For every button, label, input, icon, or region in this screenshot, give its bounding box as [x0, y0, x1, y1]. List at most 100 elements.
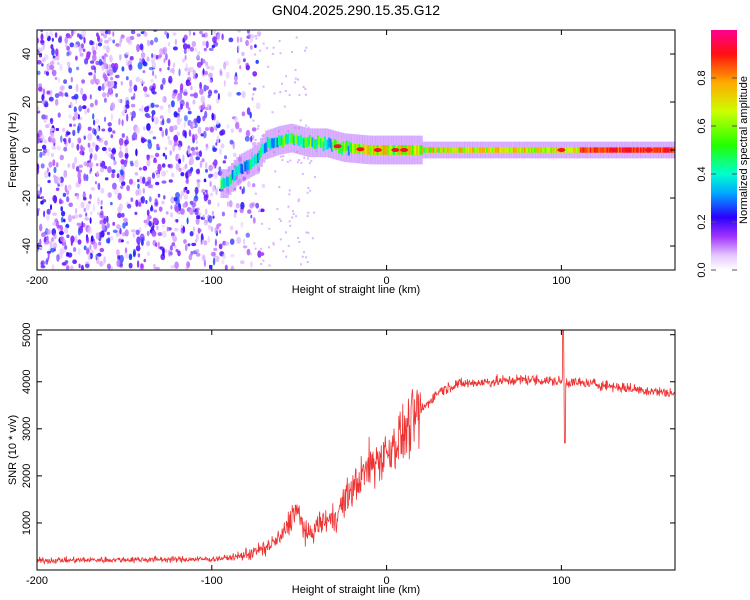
spectrogram-cell — [209, 105, 212, 111]
spectrogram-cell — [50, 152, 55, 158]
spectrogram-cell — [59, 85, 65, 91]
spectrogram-cell — [172, 67, 175, 75]
spectrogram-cell — [187, 71, 190, 76]
spectrogram-cell — [58, 35, 63, 40]
spectrogram-cell — [332, 140, 335, 151]
spectrogram-cell — [130, 103, 136, 108]
spectrogram-cell — [280, 135, 283, 145]
spectrogram-cell — [665, 147, 668, 153]
spectrogram-cell — [187, 110, 192, 115]
spectrogram-cell — [400, 148, 409, 152]
spectrogram-cell — [173, 227, 179, 232]
spectrogram-cell — [214, 171, 218, 180]
spectrogram-cell — [208, 164, 213, 172]
spectrogram-cell — [306, 261, 309, 263]
spectrogram-cell — [135, 76, 140, 83]
spectrogram-cell — [236, 236, 242, 244]
spectrogram-cell — [210, 251, 216, 257]
spectrogram-cell — [90, 186, 96, 191]
spectrogram-cell — [202, 115, 206, 122]
spectrogram-cell — [81, 221, 84, 229]
spectrogram-cell — [37, 37, 40, 44]
spectrogram-cell — [111, 153, 114, 160]
spectrogram-cell — [190, 146, 195, 152]
spectrogram-cell — [170, 196, 175, 204]
spectrogram-cell — [124, 247, 128, 254]
spectrogram-cell — [285, 231, 287, 234]
spectrogram-cell — [291, 51, 293, 53]
spectrogram-cell — [305, 256, 308, 259]
spectrogram-cell — [190, 167, 194, 172]
spectrogram-cell — [146, 209, 150, 217]
spectrogram-cell — [222, 160, 226, 164]
spectrogram-cell — [298, 94, 301, 97]
spectrogram-cell — [584, 147, 587, 153]
spectrogram-cell — [504, 147, 507, 153]
spectrogram-cell — [46, 64, 50, 72]
spectrogram-cell — [230, 174, 233, 184]
spectrogram-cell — [306, 215, 309, 217]
colorbar-ticks: 0.0 0.2 0.4 0.6 0.8 — [696, 70, 737, 278]
spectrogram-cell — [146, 56, 150, 62]
spectrogram-cell — [126, 185, 130, 192]
spectrogram-cell — [228, 200, 233, 208]
spectrogram-cell — [67, 163, 71, 168]
spectrogram-cell — [83, 245, 87, 251]
spectrogram-cell — [328, 137, 331, 148]
spectrogram-cell — [37, 137, 40, 142]
spectrogram-cell — [56, 61, 60, 66]
spectrogram-cell — [74, 214, 79, 219]
spectrogram-cell — [107, 166, 112, 174]
spectrogram-cell — [207, 199, 212, 205]
spectrogram-cell — [52, 242, 58, 249]
spectrogram-cell — [146, 230, 150, 236]
spectrogram-cell — [90, 60, 95, 64]
spectrogram-cell — [48, 96, 54, 102]
spectrogram-cell — [273, 92, 276, 95]
spectrogram-cell — [556, 147, 559, 153]
spectrogram-cell — [221, 259, 225, 265]
spectrogram-cell — [251, 127, 257, 132]
spectrogram-cell — [220, 179, 223, 190]
spectrogram-cell — [619, 147, 622, 153]
spectrogram-cell — [82, 151, 85, 156]
spectrogram-cell — [521, 147, 524, 153]
spectrogram-cell — [262, 144, 265, 155]
spectrogram-cell — [182, 154, 185, 163]
spectrogram-cell — [236, 92, 242, 96]
spectrogram-cell — [106, 231, 111, 236]
spectrogram-cell — [49, 89, 53, 97]
spectrogram-cell — [82, 223, 86, 228]
spectrogram-cell — [168, 104, 171, 109]
spectrogram-cell — [414, 145, 417, 155]
spectrogram-cell — [621, 147, 624, 153]
spectrogram-cell — [180, 190, 185, 197]
spectrogram-cell — [159, 48, 164, 56]
spectrogram-cell — [466, 147, 469, 153]
spectrogram-cell — [129, 56, 134, 61]
spectrogram-cell — [240, 163, 243, 174]
spectrogram-cell — [97, 42, 103, 47]
spectrogram-cell — [312, 138, 315, 149]
spectrogram-cell — [38, 83, 43, 88]
spectrogram-cell — [420, 145, 423, 155]
spectrogram-cell — [465, 147, 468, 153]
spectrogram-cell — [173, 134, 179, 143]
spectrogram-cell — [203, 130, 207, 139]
spectrogram-cell — [167, 59, 171, 67]
spectrogram-cell — [265, 142, 268, 152]
spectrogram-cell — [174, 38, 177, 46]
spectrogram-cell — [170, 205, 173, 210]
spectrogram-cell — [95, 42, 98, 51]
spectrogram-cell — [283, 105, 286, 108]
spectrogram-cell — [193, 118, 198, 124]
spectrogram-cell — [197, 126, 202, 135]
spectrogram-cell — [259, 49, 262, 52]
spectrogram-cell — [181, 58, 186, 63]
spectrogram-cell — [91, 142, 96, 148]
spectrogram-cell — [333, 139, 336, 149]
spectrogram-cell — [276, 208, 279, 211]
spectrogram-cell — [86, 161, 89, 168]
spectrogram-cell — [180, 103, 183, 110]
spectrogram-cell — [39, 238, 42, 247]
